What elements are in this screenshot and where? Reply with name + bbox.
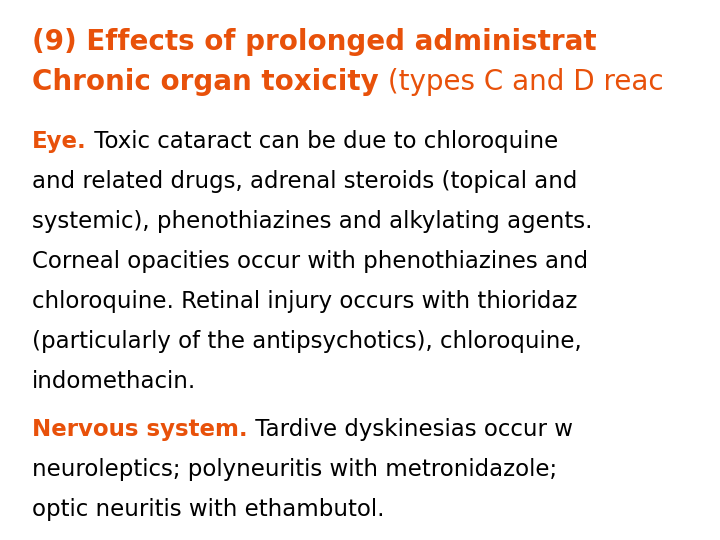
Text: Eye.: Eye. [32,130,86,153]
Text: indomethacin.: indomethacin. [32,370,197,393]
Text: Tardive dyskinesias occur w: Tardive dyskinesias occur w [248,418,572,441]
Text: optic neuritis with ethambutol.: optic neuritis with ethambutol. [32,498,384,521]
Text: systemic), phenothiazines and alkylating agents.: systemic), phenothiazines and alkylating… [32,210,593,233]
Text: (particularly of the antipsychotics), chloroquine,: (particularly of the antipsychotics), ch… [32,330,582,353]
Text: Corneal opacities occur with phenothiazines and: Corneal opacities occur with phenothiazi… [32,250,588,273]
Text: neuroleptics; polyneuritis with metronidazole;: neuroleptics; polyneuritis with metronid… [32,458,557,481]
Text: chloroquine. Retinal injury occurs with thioridaz: chloroquine. Retinal injury occurs with … [32,290,577,313]
Text: (9) Effects of prolonged administrat: (9) Effects of prolonged administrat [32,28,597,56]
Text: and related drugs, adrenal steroids (topical and: and related drugs, adrenal steroids (top… [32,170,577,193]
Text: (types C and D reac: (types C and D reac [379,68,663,96]
Text: Nervous system.: Nervous system. [32,418,248,441]
Text: Chronic organ toxicity: Chronic organ toxicity [32,68,379,96]
Text: Toxic cataract can be due to chloroquine: Toxic cataract can be due to chloroquine [86,130,558,153]
